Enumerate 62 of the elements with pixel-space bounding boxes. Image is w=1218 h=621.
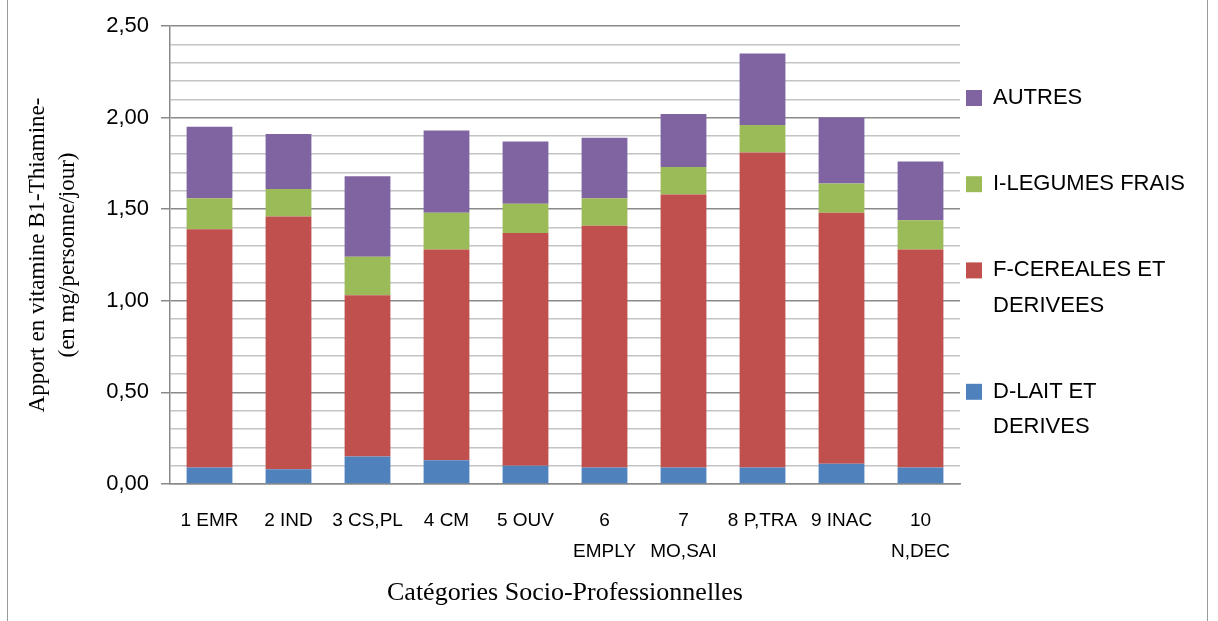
bar: [581, 467, 628, 484]
bar: [818, 183, 865, 213]
bar: [818, 212, 865, 464]
bar: [502, 203, 549, 234]
bar: [660, 167, 707, 195]
bar: [818, 463, 865, 484]
y-tick-label: 2,00: [106, 103, 149, 129]
bar: [739, 124, 786, 153]
y-tick-label: 0,50: [106, 378, 149, 404]
bar: [265, 216, 312, 470]
x-tick-label: 5 OUV: [496, 509, 555, 531]
bar: [897, 467, 944, 484]
bar: [502, 233, 549, 466]
y-tick-label: 2,50: [106, 12, 149, 38]
x-tick-label: 10 N,DEC: [890, 509, 951, 561]
x-tick-label: 7 MO,SAI: [650, 509, 717, 561]
legend-label: I-LEGUMES FRAIS: [993, 170, 1185, 196]
bar: [423, 130, 470, 213]
bar: [344, 456, 391, 484]
bar: [186, 198, 233, 230]
bar: [265, 134, 312, 190]
bar: [186, 126, 233, 199]
bar: [265, 469, 312, 484]
bar: [897, 220, 944, 250]
y-tick-label: 1,50: [106, 195, 149, 221]
bar: [344, 256, 391, 296]
y-tick-label: 0,00: [106, 470, 149, 496]
bar: [344, 176, 391, 257]
bar: [739, 53, 786, 125]
bar: [739, 152, 786, 468]
x-tick-label: 4 CM: [423, 509, 470, 531]
y-axis-title: Apport en vitamine B1-Thiamine- (en mg/personne/jour): [24, 97, 79, 413]
y-tick-label: 1,00: [106, 286, 149, 312]
x-tick-label: 8 P,TRA: [727, 509, 798, 531]
bar: [423, 249, 470, 461]
bar: [897, 249, 944, 468]
x-tick-label: 3 CS,PL: [332, 509, 403, 531]
x-tick-label: 1 EMR: [180, 509, 239, 531]
x-tick-label: 2 IND: [264, 509, 313, 531]
legend-label: D-LAIT ET DERIVES: [993, 377, 1097, 439]
bar: [502, 465, 549, 484]
bar: [581, 198, 628, 226]
legend-label: AUTRES: [993, 84, 1083, 110]
x-tick-label: 6 EMPLY: [572, 509, 637, 561]
bar: [502, 141, 549, 204]
bar: [660, 113, 707, 168]
bar: [344, 295, 391, 457]
bar: [186, 467, 233, 484]
bar: [660, 467, 707, 484]
bar: [265, 189, 312, 217]
bar: [897, 161, 944, 221]
bar: [818, 117, 865, 184]
bar: [660, 194, 707, 468]
x-tick-label: 9 INAC: [810, 509, 873, 531]
bar: [186, 229, 233, 468]
bar: [423, 460, 470, 484]
legend-label: F-CEREALES ET DERIVEES: [993, 256, 1166, 317]
bar: [581, 225, 628, 468]
bar: [423, 212, 470, 250]
bar: [581, 137, 628, 199]
x-axis-title: Catégories Socio-Professionnelles: [387, 577, 743, 607]
bar: [739, 467, 786, 484]
